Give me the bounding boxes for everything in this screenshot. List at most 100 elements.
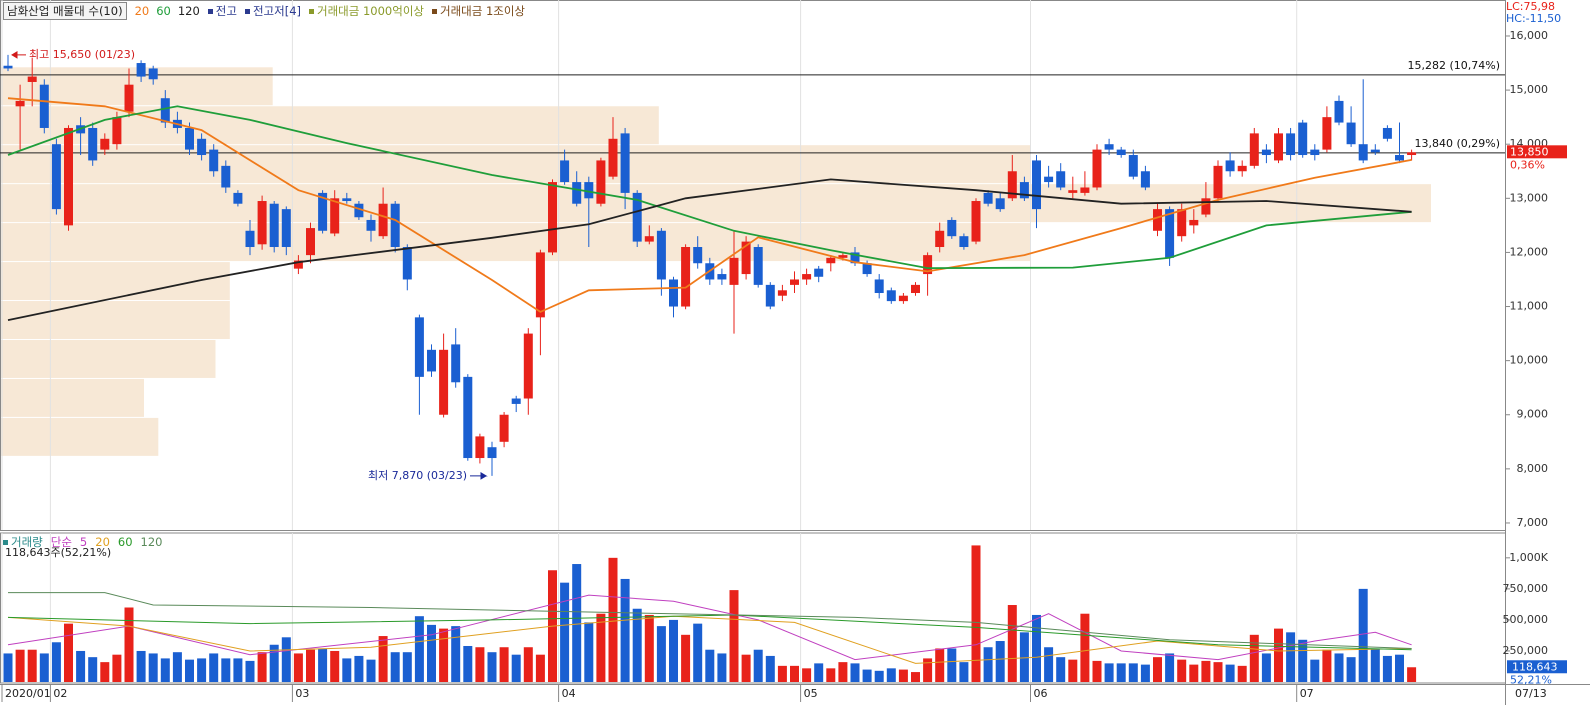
volume-profile-bar bbox=[1, 417, 159, 456]
volume-bar bbox=[1407, 667, 1417, 682]
candle-body bbox=[1056, 171, 1066, 188]
candle-body bbox=[777, 290, 787, 296]
volume-bar bbox=[88, 657, 98, 682]
volume-bar bbox=[584, 622, 594, 682]
candle-body bbox=[693, 247, 703, 264]
hc-label: HC:-11,50 bbox=[1506, 12, 1561, 25]
volume-bar bbox=[1298, 639, 1308, 682]
volume-bar bbox=[463, 645, 473, 682]
volume-bar bbox=[535, 654, 545, 682]
volume-bar bbox=[1346, 657, 1356, 682]
volume-bar bbox=[790, 665, 799, 682]
volume-bar bbox=[802, 668, 812, 682]
y-tick-label: 15,000 bbox=[1510, 83, 1549, 96]
volume-bar bbox=[1382, 655, 1392, 682]
candle-body bbox=[971, 201, 981, 242]
extreme-arrow bbox=[11, 51, 26, 59]
volume-profile-bar bbox=[1, 262, 230, 301]
candle-body bbox=[402, 247, 412, 280]
lc-label: LC:75,98 bbox=[1506, 0, 1555, 13]
volume-bar bbox=[560, 582, 570, 682]
legend-item: 거래대금 1000억이상 bbox=[309, 3, 424, 19]
level-label: 13,840 (0,29%) bbox=[1414, 137, 1500, 150]
x-tick-label: 07 bbox=[1300, 687, 1314, 700]
legend-entry: 120 bbox=[140, 535, 163, 549]
candle-body bbox=[414, 317, 424, 377]
volume-bar bbox=[644, 614, 654, 682]
volume-bar bbox=[354, 655, 364, 682]
current-price-box bbox=[1507, 145, 1567, 159]
volume-bar bbox=[632, 608, 642, 682]
volume-ma-line bbox=[7, 615, 1412, 664]
ma-legend: 20 60 120 bbox=[135, 4, 200, 18]
candle-body bbox=[1104, 144, 1114, 150]
y-tick-label: 12,000 bbox=[1510, 245, 1549, 258]
volume-bar bbox=[729, 590, 739, 682]
candle-body bbox=[487, 447, 497, 459]
volume-bar bbox=[523, 647, 533, 682]
volume-bar bbox=[741, 654, 751, 682]
candle-body bbox=[1261, 149, 1271, 156]
legend-entry: 5 bbox=[79, 535, 88, 549]
volume-bar bbox=[995, 641, 1005, 682]
candle-body bbox=[1346, 122, 1356, 145]
candle-body bbox=[1080, 187, 1090, 193]
volume-bar bbox=[1213, 662, 1223, 682]
volume-bar bbox=[378, 636, 388, 682]
volume-bar bbox=[390, 652, 400, 682]
volume-bar bbox=[293, 653, 303, 682]
current-price: 13,850 bbox=[1510, 145, 1549, 158]
candle-body bbox=[197, 138, 207, 156]
y-tick-label: 13,000 bbox=[1510, 191, 1549, 204]
legend-swatch bbox=[207, 9, 213, 14]
volume-bar bbox=[233, 658, 243, 682]
volume-bar bbox=[172, 652, 182, 682]
candle-body bbox=[136, 63, 146, 77]
volume-bar bbox=[318, 648, 328, 682]
volume-bar bbox=[777, 665, 787, 682]
candle-body bbox=[826, 257, 836, 264]
candle-body bbox=[923, 255, 933, 275]
candle-body bbox=[306, 228, 315, 256]
candle-body bbox=[911, 284, 920, 294]
candle-body bbox=[209, 149, 219, 172]
candle-body bbox=[354, 203, 364, 218]
legend-entry: 거래대금 1000억이상 bbox=[317, 4, 424, 18]
candle-body bbox=[511, 398, 521, 404]
candle-body bbox=[1116, 149, 1126, 156]
volume-bar bbox=[64, 623, 73, 682]
y-tick-label: 750,000 bbox=[1503, 582, 1549, 595]
level-label: 15,282 (10,74%) bbox=[1407, 59, 1500, 72]
volume-bar bbox=[1056, 657, 1066, 682]
candle-body bbox=[802, 274, 812, 280]
volume-bar bbox=[160, 658, 170, 682]
volume-bar bbox=[3, 653, 13, 682]
volume-bar bbox=[1092, 660, 1102, 682]
candle-body bbox=[318, 192, 328, 231]
legend-entry: 60 bbox=[156, 4, 171, 18]
legend-entry: 전고저[4] bbox=[252, 4, 301, 18]
volume-bar bbox=[947, 648, 957, 682]
volume-bar bbox=[1116, 663, 1126, 682]
candle-body bbox=[100, 138, 110, 150]
candle-body bbox=[342, 198, 352, 202]
candle-body bbox=[1358, 144, 1368, 161]
candle-body bbox=[620, 133, 630, 193]
candle-body bbox=[790, 279, 799, 285]
candle-body bbox=[160, 98, 170, 123]
candle-body bbox=[1298, 122, 1308, 156]
candle-body bbox=[1044, 176, 1054, 183]
volume-bar bbox=[475, 647, 485, 682]
candle-body bbox=[463, 376, 473, 459]
legend-entry: 전고 bbox=[215, 4, 237, 18]
candle-body bbox=[27, 76, 37, 82]
candle-body bbox=[15, 100, 25, 107]
volume-bar bbox=[1395, 654, 1404, 682]
legend-item: 전고 bbox=[207, 3, 237, 19]
volume-bar bbox=[414, 616, 424, 682]
volume-bar bbox=[1261, 653, 1271, 682]
candle-body bbox=[378, 203, 388, 237]
candle-body bbox=[1189, 219, 1199, 226]
candle-body bbox=[1370, 149, 1380, 153]
candle-body bbox=[439, 349, 449, 415]
